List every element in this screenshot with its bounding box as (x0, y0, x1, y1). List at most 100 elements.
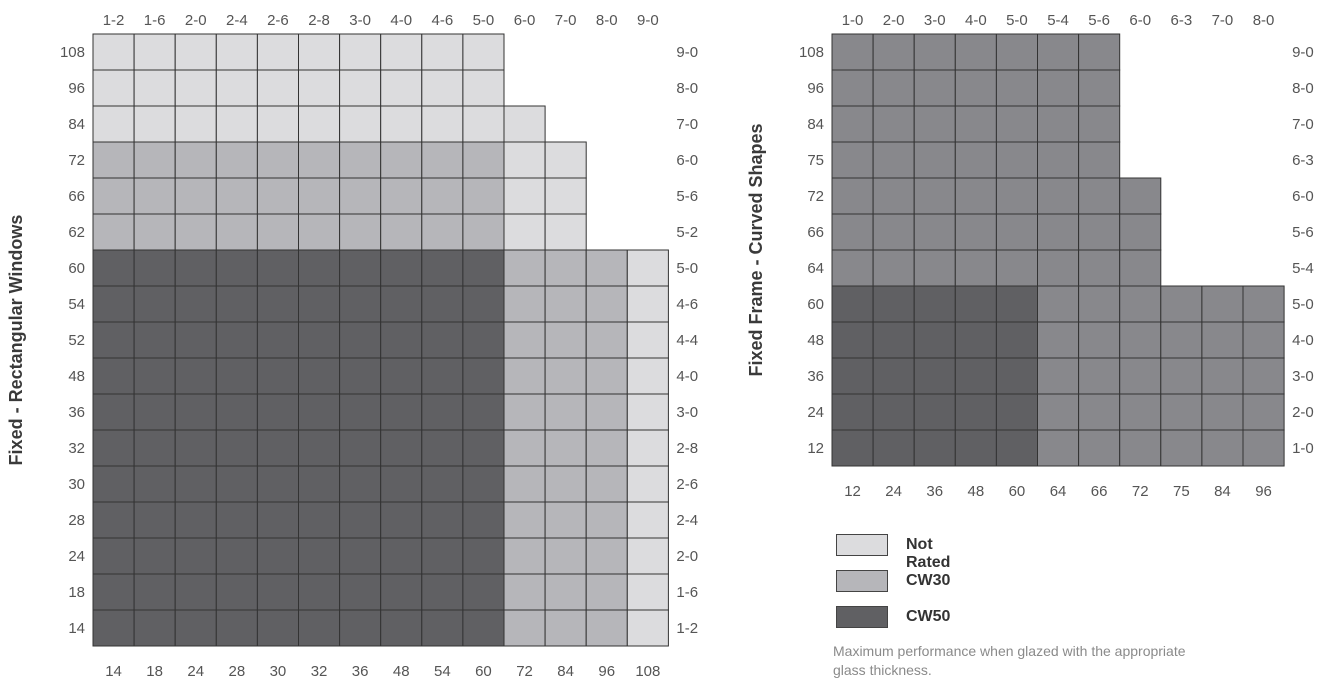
grid-cell (831, 33, 874, 71)
grid-cell (339, 285, 382, 323)
x-top-tick-label: 8-0 (1253, 12, 1275, 29)
grid-cell (421, 321, 464, 359)
grid-cell (954, 429, 997, 467)
legend-swatch (836, 534, 888, 556)
grid-cell (92, 213, 135, 251)
y-right-tick-label: 5-0 (1292, 296, 1314, 313)
grid-cell (1037, 321, 1080, 359)
grid-cell (913, 249, 956, 287)
x-bottom-tick-label: 48 (968, 483, 985, 500)
grid-cell (913, 69, 956, 107)
grid-cell (954, 357, 997, 395)
y-left-tick-label: 32 (68, 440, 85, 457)
grid-cell (626, 501, 669, 539)
grid-cell (1037, 249, 1080, 287)
y-left-tick-label: 36 (68, 404, 85, 421)
grid-cell (872, 33, 915, 71)
grid-cell (995, 105, 1039, 143)
grid-cell (1160, 393, 1203, 431)
grid-cell (503, 105, 546, 143)
grid-cell (585, 501, 628, 539)
grid-cell (626, 357, 669, 395)
grid-cell (995, 177, 1039, 215)
y-left-tick-label: 24 (807, 404, 824, 421)
grid-cell (92, 33, 135, 71)
grid-cell (872, 249, 915, 287)
x-bottom-tick-label: 66 (1091, 483, 1108, 500)
grid-cell (462, 33, 505, 71)
grid-cell (298, 393, 341, 431)
grid-cell (133, 321, 176, 359)
y-right-tick-label: 4-6 (676, 296, 698, 313)
grid-cell (1119, 177, 1162, 215)
grid-cell (913, 213, 956, 251)
x-top-tick-label: 6-0 (1129, 12, 1151, 29)
grid-cell (544, 429, 587, 467)
grid-cell (339, 321, 382, 359)
y-left-tick-label: 14 (68, 620, 85, 637)
grid-cell (215, 609, 258, 647)
grid-cell (585, 321, 628, 359)
y-right-tick-label: 2-0 (676, 548, 698, 565)
grid-cell (1119, 429, 1162, 467)
y-left-tick-label: 30 (68, 476, 85, 493)
grid-cell (380, 177, 423, 215)
grid-cell (174, 105, 217, 143)
grid-cell (1201, 285, 1244, 323)
grid-cell (831, 429, 874, 467)
x-bottom-tick-label: 84 (557, 663, 574, 679)
grid-cell (913, 285, 956, 323)
y-left-tick-label: 18 (68, 584, 85, 601)
grid-cell (380, 321, 423, 359)
grid-cell (872, 285, 915, 323)
legend-label: Not Rated (906, 536, 951, 571)
grid-cell (298, 573, 341, 611)
grid-cell (1160, 429, 1203, 467)
grid-cell (462, 429, 505, 467)
legend-label: CW30 (906, 572, 951, 589)
y-left-tick-label: 72 (68, 152, 85, 169)
grid-cell (1037, 429, 1080, 467)
y-left-tick-label: 72 (807, 188, 824, 205)
grid-cell (913, 105, 956, 143)
grid-cell (133, 69, 176, 107)
grid-cell (215, 285, 258, 323)
grid-cell (1078, 177, 1121, 215)
x-bottom-tick-label: 30 (270, 663, 287, 679)
footnote: Maximum performance when glazed with the… (833, 643, 1186, 678)
y-axis-title: Fixed - Rectangular Windows (6, 215, 26, 466)
x-bottom-tick-label: 36 (926, 483, 943, 500)
grid-cell (503, 141, 546, 179)
grid-cell (913, 177, 956, 215)
grid-cell (503, 177, 546, 215)
y-left-tick-label: 48 (807, 332, 824, 349)
x-top-tick-label: 7-0 (1212, 12, 1234, 29)
x-bottom-tick-label: 64 (1050, 483, 1067, 500)
legend-swatch (836, 606, 888, 628)
y-left-tick-label: 54 (68, 296, 85, 313)
x-top-tick-label: 3-0 (924, 12, 946, 29)
y-right-tick-label: 5-4 (1292, 260, 1314, 277)
grid-cell (421, 537, 464, 575)
x-bottom-tick-label: 75 (1173, 483, 1190, 500)
grid-cell (872, 321, 915, 359)
grid-cell (421, 141, 464, 179)
grid-cell (380, 285, 423, 323)
y-left-tick-label: 24 (68, 548, 85, 565)
grid-cell (1078, 321, 1121, 359)
grid-cell (174, 357, 217, 395)
grid-cell (256, 429, 299, 467)
x-bottom-tick-label: 96 (598, 663, 615, 679)
grid-cell (215, 177, 258, 215)
grid-cell (954, 285, 997, 323)
grid-cell (913, 429, 956, 467)
x-top-tick-label: 8-0 (596, 12, 618, 29)
grid-cell (1201, 357, 1244, 395)
grid-cell (380, 105, 423, 143)
grid-cell (92, 321, 135, 359)
grid-cell (462, 357, 505, 395)
y-left-tick-label: 60 (807, 296, 824, 313)
grid-cell (1037, 33, 1080, 71)
grid-cell (954, 249, 997, 287)
